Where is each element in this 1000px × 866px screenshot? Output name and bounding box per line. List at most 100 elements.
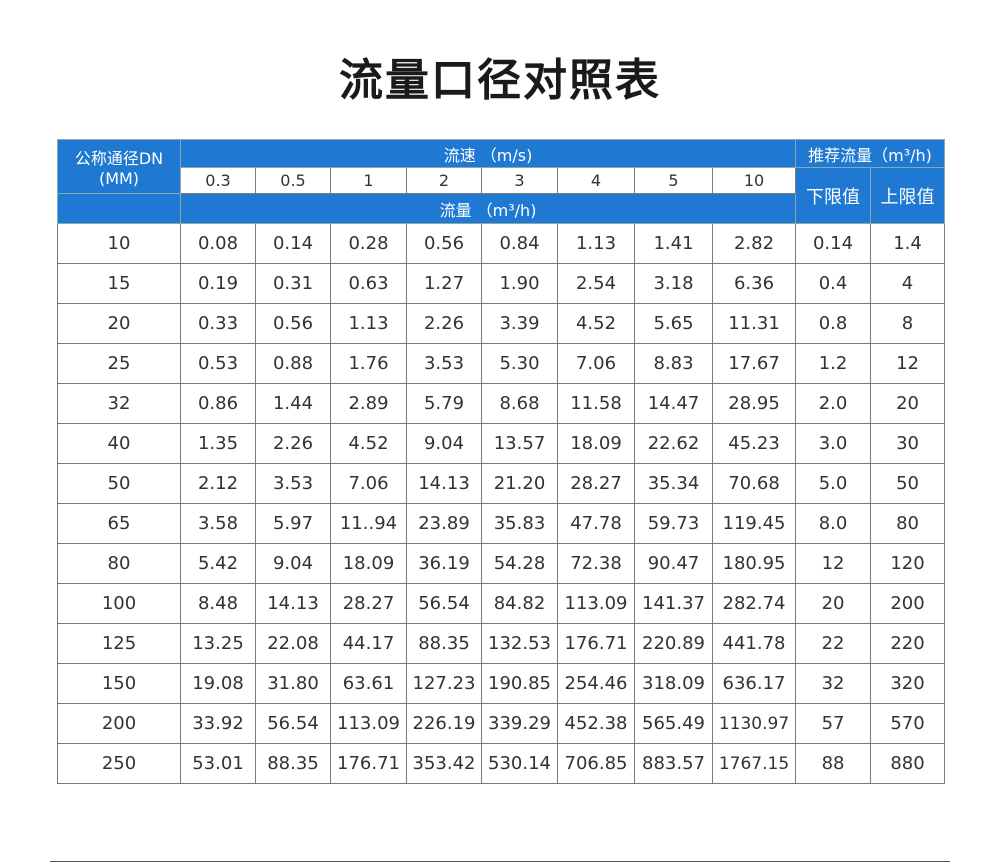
flow-cell: 0.53 [180,343,256,384]
flow-cell: 56.54 [406,583,482,624]
upper-limit-cell: 570 [870,703,946,744]
table-row: 80 5.42 9.04 18.09 36.19 54.28 72.38 90.47 180.9… [57,543,946,584]
flow-cell: 1.13 [557,223,635,264]
flow-cell: 18.09 [557,423,635,464]
table-row: 15 0.19 0.31 0.63 1.27 1.90 2.54 3.18 6.36 0.4 4 [57,263,946,304]
flow-cell: 14.13 [255,583,331,624]
upper-limit-cell: 120 [870,543,946,584]
flow-cell: 1.76 [330,343,407,384]
flow-cell: 5.79 [406,383,482,424]
flow-cell: 2.26 [255,423,331,464]
flow-cell: 28.27 [557,463,635,504]
flow-cell: 1.44 [255,383,331,424]
table-row: 200 33.92 56.54 113.09 226.19 339.29 452.38 565… [57,703,946,744]
flow-cell: 0.88 [255,343,331,384]
flow-cell: 282.74 [711,583,797,624]
table-row: 100 8.48 14.13 28.27 56.54 84.82 113.09 141.37 2… [57,583,946,624]
flow-cell: 2.26 [406,303,482,344]
flow-cell: 119.45 [711,503,797,544]
flow-cell: 35.83 [481,503,558,544]
flow-cell: 0.31 [255,263,331,304]
flow-cell: 0.33 [180,303,256,344]
flow-cell: 28.27 [330,583,407,624]
flow-header: 流量 （m³/h) [179,193,797,224]
dn-cell: 50 [57,463,181,504]
flow-cell: 3.39 [481,303,558,344]
flow-cell: 0.28 [330,223,407,264]
flow-cell: 9.04 [255,543,331,584]
flow-cell: 1.41 [634,223,713,264]
lower-limit-cell: 22 [795,623,872,664]
flow-cell: 88.35 [255,743,331,784]
flow-cell: 56.54 [255,703,331,744]
lower-limit-cell: 57 [795,703,872,744]
flow-cell: 0.63 [330,263,407,304]
upper-limit-cell: 12 [870,343,946,384]
dn-cell: 40 [57,423,181,464]
dn-cell: 200 [57,703,181,744]
table-row: 250 53.01 88.35 176.71 353.42 530.14 706.85 883… [57,743,946,784]
flow-cell: 132.53 [481,623,558,664]
lower-limit-cell: 5.0 [795,463,872,504]
flow-cell: 141.37 [634,583,713,624]
flow-cell: 0.56 [255,303,331,344]
flow-cell: 176.71 [557,623,635,664]
flow-cell: 31.80 [255,663,331,704]
speed-value: 10 [711,167,797,194]
speed-value: 3 [481,167,558,194]
flow-cell: 17.67 [711,343,797,384]
table-row: 150 19.08 31.80 63.61 127.23 190.85 254.46 318.… [57,663,946,704]
lower-limit-cell: 0.14 [795,223,872,264]
flow-cell: 3.58 [180,503,256,544]
flow-cell: 44.17 [330,623,407,664]
flow-cell: 113.09 [557,583,635,624]
flow-cell: 706.85 [557,743,635,784]
flow-cell: 21.20 [481,463,558,504]
flow-cell: 339.29 [481,703,558,744]
dn-cell: 10 [57,223,181,264]
flow-cell: 441.78 [711,623,797,664]
lower-limit-header: 下限值 [795,167,872,224]
flow-cell: 22.62 [634,423,713,464]
flow-cell: 0.19 [180,263,256,304]
upper-limit-cell: 30 [870,423,946,464]
flow-cell: 5.42 [180,543,256,584]
flow-cell: 353.42 [406,743,482,784]
dn-cell: 15 [57,263,181,304]
flow-cell: 7.06 [330,463,407,504]
upper-limit-cell: 4 [870,263,946,304]
dn-cell: 80 [57,543,181,584]
upper-limit-cell: 200 [870,583,946,624]
flow-cell: 883.57 [634,743,713,784]
flow-cell: 47.78 [557,503,635,544]
flow-cell: 72.38 [557,543,635,584]
flow-cell: 18.09 [330,543,407,584]
flow-cell: 23.89 [406,503,482,544]
flow-cell: 4.52 [330,423,407,464]
flow-cell: 1.27 [406,263,482,304]
table-row: 32 0.86 1.44 2.89 5.79 8.68 11.58 14.47 28.95 2.0… [57,383,946,424]
divider [50,861,950,862]
flow-cell: 70.68 [711,463,797,504]
upper-limit-cell: 8 [870,303,946,344]
upper-limit-cell: 1.4 [870,223,946,264]
flow-cell: 3.53 [255,463,331,504]
flow-diameter-table: 公称通径DN (MM) 流速 （m/s) 推荐流量（m³/h) 0.3 0.5 … [57,139,946,784]
speed-value: 5 [634,167,713,194]
table-row: 50 2.12 3.53 7.06 14.13 21.20 28.27 35.34 70.68 5… [57,463,946,504]
recommended-flow-header: 推荐流量（m³/h) [795,139,946,168]
dn-label: 公称通径DN [74,149,164,168]
upper-limit-cell: 20 [870,383,946,424]
upper-limit-cell: 220 [870,623,946,664]
flow-cell: 113.09 [330,703,407,744]
flow-cell: 1130.97 [711,703,797,744]
flow-cell: 6.36 [711,263,797,304]
flow-cell: 1.13 [330,303,407,344]
dn-header: 公称通径DN (MM) [57,139,181,194]
flow-cell: 530.14 [481,743,558,784]
flow-cell: 45.23 [711,423,797,464]
flow-cell: 8.48 [180,583,256,624]
flow-cell: 0.56 [406,223,482,264]
flow-cell: 13.25 [180,623,256,664]
flow-cell: 33.92 [180,703,256,744]
